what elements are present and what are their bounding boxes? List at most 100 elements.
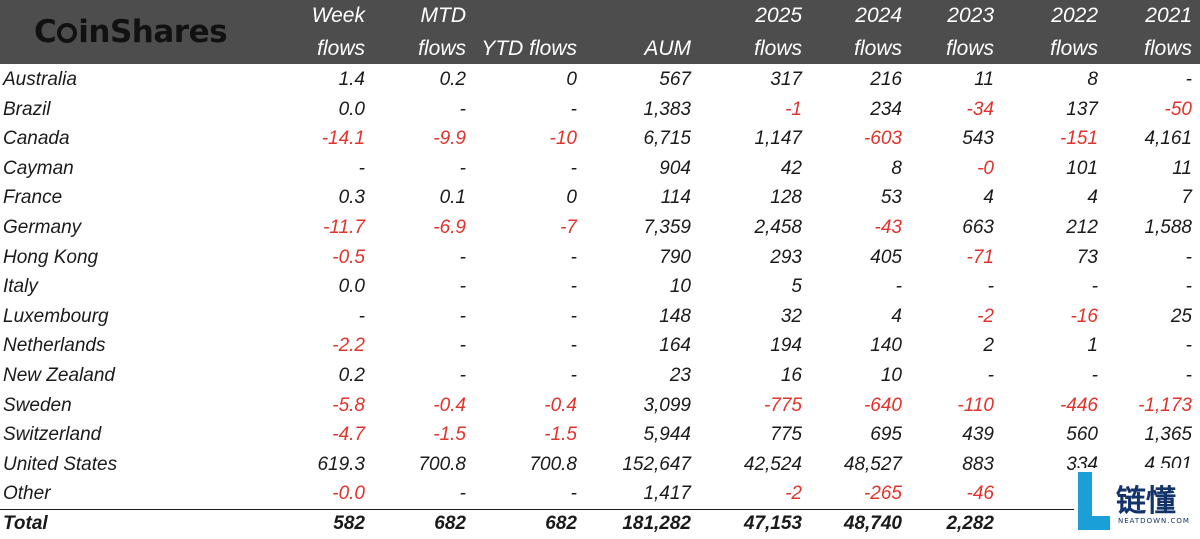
table-cell: 25 (1170, 305, 1192, 327)
country-name: Switzerland (3, 424, 102, 446)
table-cell: -640 (863, 394, 902, 416)
neatdown-watermark: 链懂 NEATDOWN.COM (1074, 468, 1200, 538)
table-cell: - (1185, 335, 1192, 357)
table-row: New Zealand 0.2 - - 23 16 10 - - - (0, 361, 1200, 391)
table-cell: 140 (870, 335, 902, 357)
table-row: United States 619.3 700.8 700.8 152,647 42,52… (0, 450, 1200, 480)
table-cell: - (459, 276, 466, 298)
table-cell: 1,365 (1144, 424, 1192, 446)
table-cell: -2 (977, 305, 994, 327)
table-cell: 0.0 (338, 276, 365, 298)
table-cell: 4,161 (1144, 128, 1192, 150)
table-cell: 101 (1066, 157, 1098, 179)
table-cell: 8 (1087, 69, 1098, 90)
table-cell: 790 (659, 246, 691, 268)
table-row: Brazil 0.0 - - 1,383 -1 234 -34 137 -50 (0, 95, 1200, 125)
table-cell: 152,647 (622, 453, 691, 475)
table-cell: - (895, 276, 902, 298)
table-cell: 6,715 (643, 128, 691, 150)
column-header: MTD flows (346, 0, 466, 65)
table-cell: 42,524 (743, 453, 802, 475)
table-cell: -110 (957, 394, 994, 416)
table-cell: - (570, 98, 577, 120)
column-header: 2021 flows (1072, 0, 1192, 65)
table-cell: - (459, 335, 466, 357)
table-cell: -7 (560, 217, 577, 238)
table-cell: 128 (770, 187, 802, 209)
table-cell: - (570, 276, 577, 298)
table-cell: - (570, 157, 577, 179)
column-header: AUM (571, 0, 691, 65)
table-cell: - (1185, 69, 1192, 90)
column-header-line2: YTD flows (481, 37, 577, 60)
table-cell: 23 (669, 365, 691, 386)
table-cell: 695 (870, 424, 902, 446)
table-cell: - (358, 305, 365, 327)
table-cell: 0.3 (338, 187, 365, 209)
column-header-line1: 2024 (855, 4, 902, 27)
table-cell: -603 (863, 128, 902, 150)
table-cell: 5,944 (643, 424, 691, 446)
table-cell: 48,527 (843, 453, 902, 475)
column-header-line2: flows (854, 37, 902, 60)
table-cell: 0.2 (338, 365, 365, 386)
table-cell: 212 (1066, 217, 1098, 238)
table-cell: 53 (880, 187, 902, 209)
table-row: Netherlands -2.2 - - 164 194 140 2 1 - (0, 331, 1200, 361)
country-name: Italy (3, 276, 38, 298)
table-cell: -1,173 (1138, 394, 1192, 416)
table-cell: 11 (974, 69, 994, 90)
table-cell: -34 (966, 98, 994, 120)
table-cell: 10 (880, 365, 902, 386)
table-cell: 42 (780, 157, 802, 179)
table-cell: -1 (785, 98, 802, 120)
table-cell: 1.4 (338, 69, 365, 90)
table-cell: - (570, 335, 577, 357)
column-header-line2: flows (317, 37, 365, 60)
table-cell: - (570, 246, 577, 268)
country-name: France (3, 187, 63, 209)
column-header-line1: 2023 (947, 4, 994, 27)
column-header-line2: flows (1050, 37, 1098, 60)
table-cell: - (459, 157, 466, 179)
column-header-line2: flows (754, 37, 802, 60)
table-cell: 1,588 (1144, 217, 1192, 238)
table-row: France 0.3 0.1 0 114 128 53 4 4 7 (0, 183, 1200, 213)
column-header: 2025 flows (682, 0, 802, 65)
country-name: Sweden (3, 394, 72, 416)
table-cell: 216 (870, 69, 902, 90)
column-header-line2: flows (418, 37, 466, 60)
table-cell: 164 (659, 335, 691, 357)
table-cell: 904 (659, 157, 691, 179)
table-cell: -0.0 (332, 483, 365, 505)
table-cell: 0 (566, 187, 577, 209)
table-cell: 114 (660, 187, 691, 209)
table-cell: 1 (1087, 335, 1098, 357)
table-cell: - (570, 483, 577, 505)
table-cell: - (459, 305, 466, 327)
table-cell: 2,282 (946, 513, 994, 534)
table-cell: - (358, 157, 365, 179)
column-header-line1: 2022 (1051, 4, 1098, 27)
table-cell: - (1091, 276, 1098, 298)
logo-ring-icon (57, 23, 78, 43)
table-cell: 700.8 (418, 453, 466, 475)
table-cell: - (987, 365, 994, 386)
table-cell: 0.0 (338, 98, 365, 120)
column-header-line2: flows (946, 37, 994, 60)
table-row: Germany -11.7 -6.9 -7 7,359 2,458 -43 663 212 1,5… (0, 213, 1200, 243)
column-header-line1 (571, 0, 691, 32)
table-cell: -6.9 (433, 217, 466, 238)
table-cell: -0.5 (332, 246, 365, 268)
country-name: Brazil (3, 98, 51, 120)
table-cell: -775 (763, 394, 802, 416)
table-cell: 775 (770, 424, 802, 446)
column-header-line1: Week (311, 4, 365, 27)
table-cell: 582 (333, 513, 365, 534)
table-cell: 1,417 (643, 483, 691, 505)
country-name: Germany (3, 217, 82, 238)
table-cell: - (1185, 365, 1192, 386)
table-row: Luxembourg - - - 148 32 4 -2 -16 25 (0, 302, 1200, 332)
table-cell: -46 (966, 483, 994, 505)
